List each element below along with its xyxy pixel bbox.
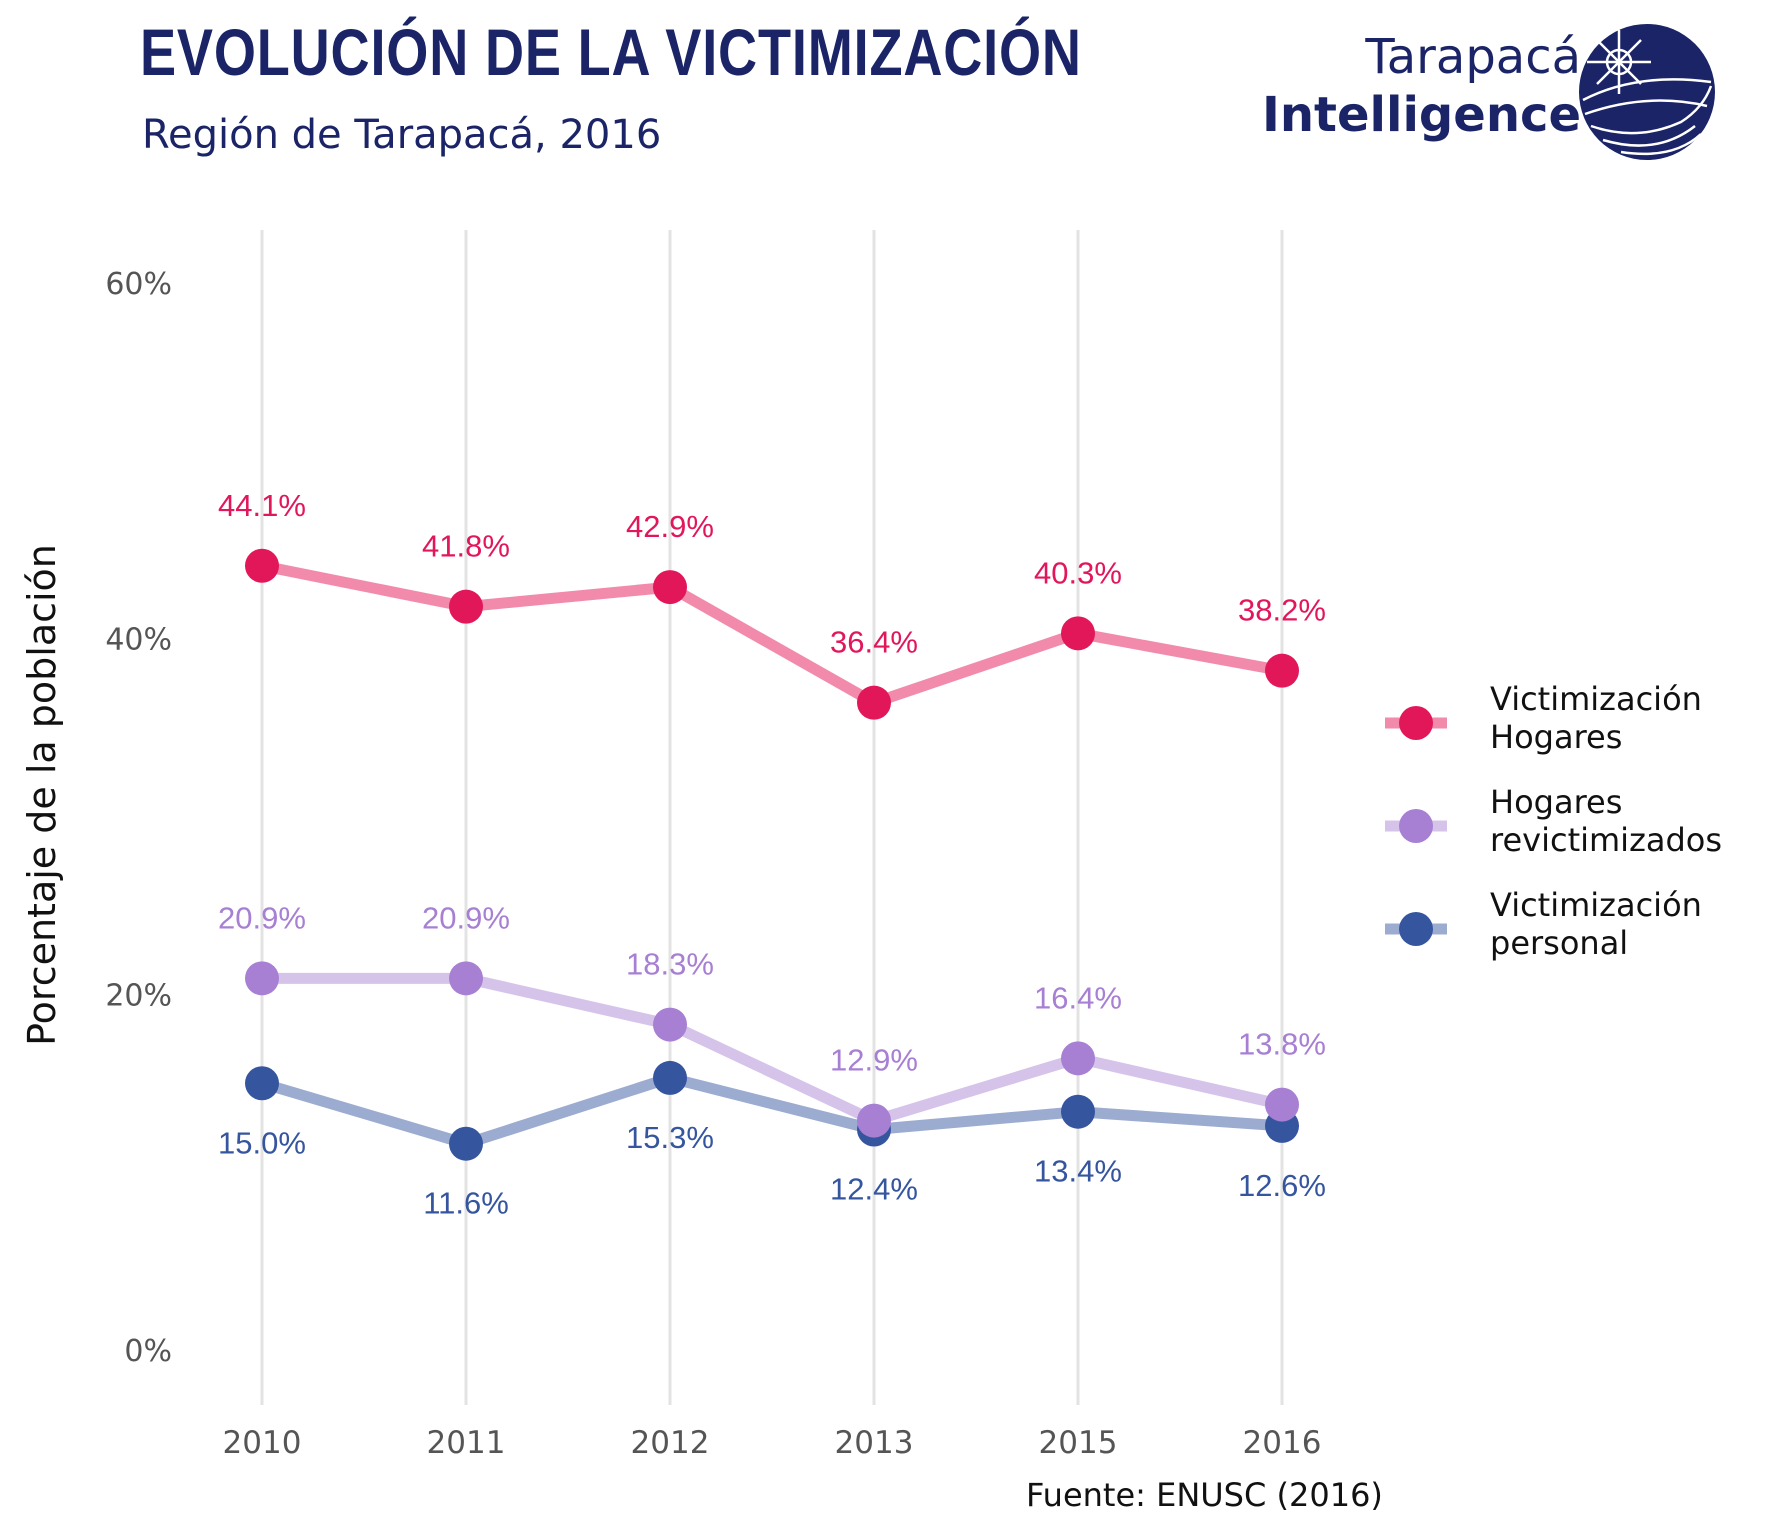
data-point [1265, 653, 1299, 688]
data-label: 13.4% [1034, 1154, 1122, 1189]
data-point [1061, 616, 1095, 651]
data-point [653, 570, 687, 605]
data-point [245, 961, 279, 996]
legend-entry-line: Hogares [1490, 718, 1623, 756]
legend [1385, 706, 1447, 946]
data-label: 20.9% [218, 900, 306, 935]
legend-entry: Victimización personal [1490, 886, 1770, 962]
source-note: Fuente: ENUSC (2016) [1026, 1476, 1383, 1514]
data-label: 15.0% [218, 1125, 306, 1160]
legend-entry: Hogares revictimizados [1490, 783, 1770, 859]
data-label: 16.4% [1034, 980, 1122, 1015]
series-lines [256, 560, 1288, 1150]
legend-entry-line: Victimización [1490, 680, 1702, 718]
data-label: 36.4% [830, 625, 918, 660]
legend-point [1399, 809, 1433, 843]
legend-entry: Victimización Hogares [1490, 680, 1770, 756]
legend-entry-line: Victimización [1490, 886, 1702, 924]
chart-subtitle: Región de Tarapacá, 2016 [142, 112, 662, 158]
x-axis-ticks: 2010 2011 2012 2013 2015 2016 [223, 1425, 1322, 1461]
data-point [653, 1007, 687, 1042]
data-point [1265, 1087, 1299, 1122]
data-point [245, 548, 279, 583]
legend-point [1399, 706, 1433, 740]
logo-text: Tarapacá Intelligence [1262, 28, 1581, 144]
y-tick-label: 20% [105, 978, 172, 1013]
data-point [449, 589, 483, 624]
data-point [449, 1126, 483, 1161]
legend-entry-line: revictimizados [1490, 821, 1723, 859]
gridlines [260, 230, 1284, 1405]
data-label: 12.4% [830, 1171, 918, 1206]
series-points [245, 548, 1299, 1161]
data-label: 11.6% [423, 1186, 509, 1221]
data-label: 15.3% [626, 1120, 714, 1155]
data-point [653, 1060, 687, 1095]
data-point [1061, 1041, 1095, 1076]
data-label: 42.9% [626, 509, 714, 544]
data-label: 38.2% [1238, 593, 1326, 628]
series-line [256, 1072, 1288, 1150]
data-label: 44.1% [218, 488, 306, 523]
data-label: 40.3% [1034, 555, 1122, 590]
logo-line1: Tarapacá [1365, 29, 1581, 85]
x-tick-label: 2011 [427, 1425, 506, 1461]
logo-line2: Intelligence [1262, 87, 1581, 143]
data-label: 18.3% [626, 947, 714, 982]
data-point [245, 1066, 279, 1101]
data-labels: 44.1% 41.8% 42.9% 36.4% 40.3% 38.2% 20.9% 20.9%… [218, 488, 1326, 1221]
y-tick-label: 60% [105, 267, 172, 302]
x-tick-label: 2012 [631, 1425, 710, 1461]
data-label: 13.8% [1238, 1027, 1326, 1062]
legend-entry-line: Hogares [1490, 783, 1623, 821]
data-label: 12.6% [1238, 1168, 1326, 1203]
data-label: 12.9% [830, 1043, 918, 1078]
legend-point [1399, 912, 1433, 946]
data-point [857, 685, 891, 720]
y-tick-label: 0% [124, 1334, 172, 1369]
data-label: 20.9% [422, 900, 510, 935]
data-label: 41.8% [422, 529, 510, 564]
x-tick-label: 2016 [1243, 1425, 1322, 1461]
data-point [449, 961, 483, 996]
series-line [256, 972, 1288, 1127]
x-tick-label: 2015 [1039, 1425, 1118, 1461]
series-line [256, 560, 1288, 709]
legend-entry-line: personal [1490, 924, 1629, 962]
chart-title: EVOLUCIÓN DE LA VICTIMIZACIÓN [140, 15, 1082, 89]
y-tick-label: 40% [105, 623, 172, 658]
data-point [1061, 1094, 1095, 1129]
globe-compass-icon [1579, 24, 1715, 160]
x-tick-label: 2013 [835, 1425, 914, 1461]
data-point [857, 1103, 891, 1138]
y-axis-ticks: 0% 20% 40% 60% [105, 267, 172, 1369]
x-tick-label: 2010 [223, 1425, 302, 1461]
